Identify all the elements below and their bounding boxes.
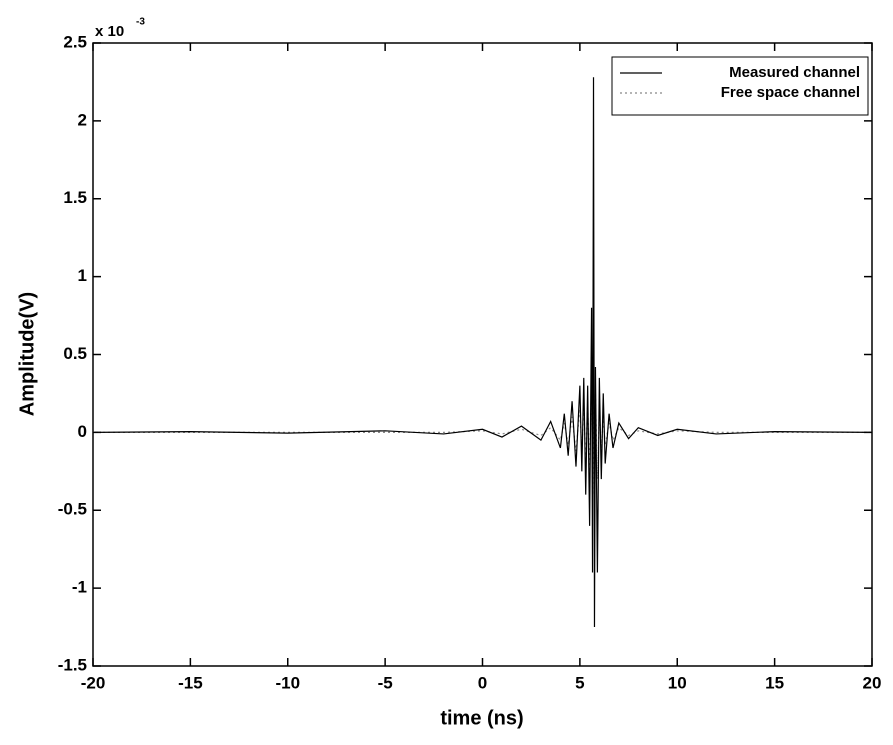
x-tick-label: 10 — [668, 673, 687, 692]
y-tick-label: -0.5 — [58, 500, 87, 519]
x-tick-label: -5 — [378, 673, 393, 692]
x-tick-label: 20 — [863, 673, 882, 692]
y-tick-label: 2 — [78, 110, 87, 129]
y-tick-label: -1.5 — [58, 655, 87, 674]
x-tick-label: 5 — [575, 673, 584, 692]
y-tick-label: 0 — [78, 422, 87, 441]
x-axis-label: time (ns) — [440, 707, 523, 729]
y-tick-label: -1 — [72, 578, 87, 597]
plot-area — [92, 42, 873, 667]
x-tick-label: -20 — [81, 673, 106, 692]
legend-box — [611, 56, 869, 116]
x-tick-label: 0 — [478, 673, 487, 692]
y-tick-label: 1.5 — [63, 188, 87, 207]
y-multiplier-exponent: -3 — [136, 17, 145, 28]
legend-label: Free space channel — [721, 84, 860, 101]
series-line — [93, 377, 872, 495]
y-multiplier-base: x 10 — [95, 23, 124, 40]
x-tick-label: -15 — [178, 673, 203, 692]
y-tick-label: 2.5 — [63, 32, 87, 51]
x-tick-label: 15 — [765, 673, 784, 692]
y-tick-label: 1 — [78, 266, 87, 285]
legend-label: Measured channel — [729, 64, 860, 81]
series-line — [92, 77, 873, 628]
y-axis-label: Amplitude(V) — [16, 292, 38, 416]
x-tick-label: -10 — [275, 673, 300, 692]
y-tick-label: 0.5 — [63, 344, 87, 363]
